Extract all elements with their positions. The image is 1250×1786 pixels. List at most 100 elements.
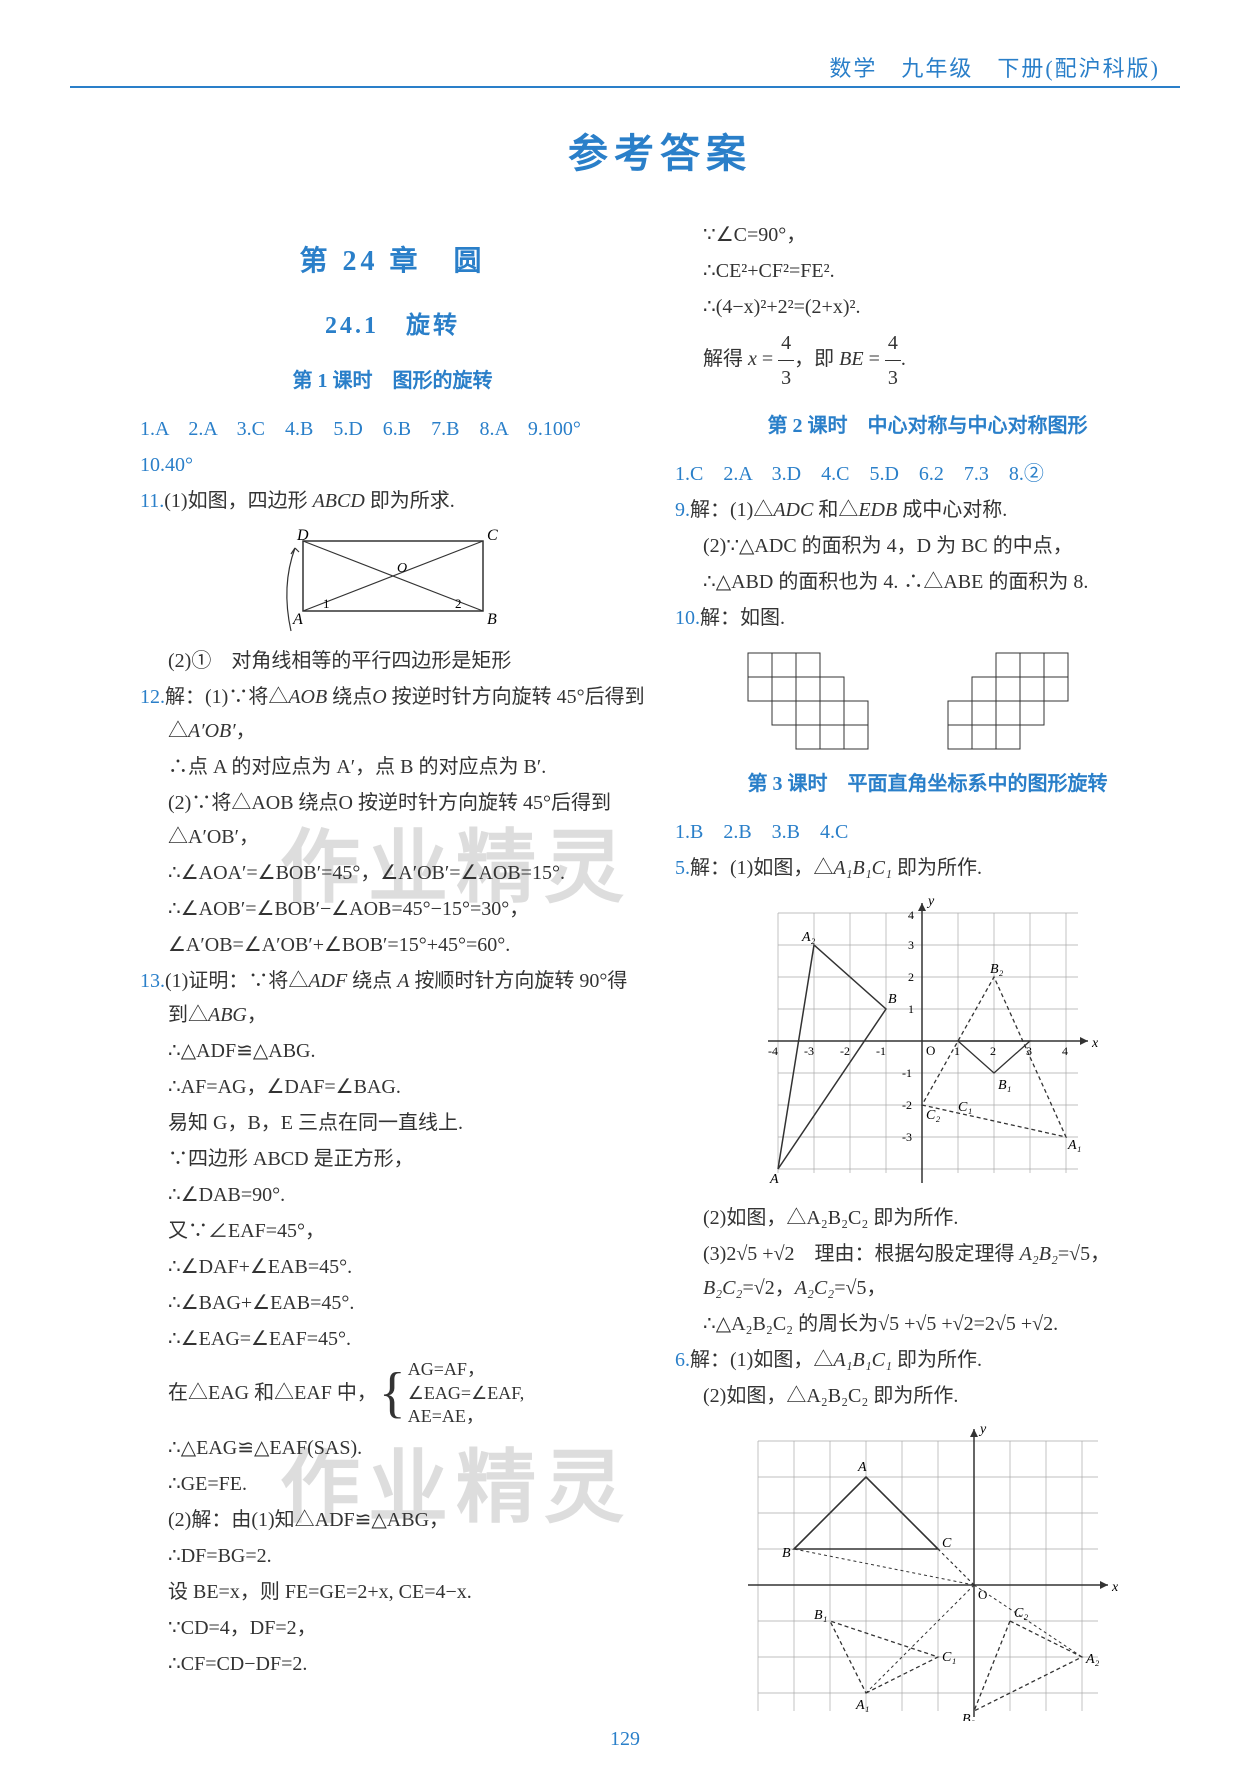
right-column: ∵∠C=90°， ∴CE²+CF²=FE². ∴(4−x)²+2²=(2+x)²…	[675, 218, 1180, 1729]
two-column-layout: 第 24 章 圆 24.1 旋转 第 1 课时 图形的旋转 1.A 2.A 3.…	[140, 218, 1180, 1729]
svg-text:C: C	[487, 527, 498, 544]
svg-text:y: y	[978, 1422, 987, 1437]
svg-text:O: O	[978, 1587, 987, 1602]
q13-12: ∴△EAG≌△EAF(SAS).	[140, 1431, 645, 1465]
q13-6: ∴∠DAB=90°.	[140, 1178, 645, 1212]
svg-text:C: C	[942, 1536, 952, 1551]
svg-text:B₂: B₂	[962, 1712, 976, 1721]
q13-7: 又∵∠EAF=45°，	[140, 1214, 645, 1248]
svg-text:-3: -3	[902, 1130, 912, 1144]
q12-6: ∠A′OB=∠A′OB′+∠BOB′=15°+45°=60°.	[140, 928, 645, 962]
svg-text:O: O	[926, 1043, 935, 1058]
lesson-3-answers: 1.B 2.B 3.B 4.C	[675, 815, 1180, 849]
chapter-title: 第 24 章 圆	[140, 238, 645, 286]
q12-4: ∴∠AOA′=∠BOB′=45°，∠A′OB′=∠AOB=15°.	[140, 856, 645, 890]
q13-3: ∴AF=AG，∠DAF=∠BAG.	[140, 1070, 645, 1104]
q9-2: (2)∵△ADC 的面积为 4，D 为 BC 的中点，	[675, 529, 1180, 563]
lesson-1-answers: 1.A 2.A 3.C 4.B 5.D 6.B 7.B 8.A 9.100°	[140, 412, 645, 446]
svg-text:A₂: A₂	[1085, 1652, 1100, 1667]
brace-line: ∠EAG=∠EAF,	[408, 1382, 524, 1405]
svg-text:D: D	[296, 527, 309, 544]
svg-text:C₂: C₂	[926, 1108, 940, 1123]
q13-15: ∴DF=BG=2.	[140, 1539, 645, 1573]
q6-2: (2)如图，△A₂B₂C₂ 即为所作.	[675, 1379, 1180, 1413]
svg-text:1: 1	[908, 1002, 914, 1016]
q11-1: 11.(1)如图，四边形 ABCD 即为所求.	[140, 484, 645, 518]
svg-text:2: 2	[908, 970, 914, 984]
svg-text:x: x	[1111, 1580, 1118, 1595]
q13-1: 13.(1)证明：∵将△ADF 绕点 A 按顺时针方向旋转 90°得到△ABG，	[140, 964, 645, 1032]
q13-2: ∴△ADF≌△ABG.	[140, 1034, 645, 1068]
q9-1: 9.解：(1)△ADC 和△EDB 成中心对称.	[675, 493, 1180, 527]
figure-coord-grid-1: x y O 1234 -1-2-3-4 1234 -1-2-3 A A₂ B B…	[758, 893, 1098, 1193]
header-divider	[70, 86, 1180, 88]
q13-11: 在△EAG 和△EAF 中， { AG=AF， ∠EAG=∠EAF, AE=AE…	[140, 1358, 645, 1428]
svg-text:B₂: B₂	[990, 962, 1004, 977]
answer-row: 1.A 2.A 3.C 4.B 5.D 6.B 7.B 8.A 9.100°	[140, 418, 581, 440]
r4: 解得 x = 43，即 BE = 43.	[675, 326, 1180, 395]
answer-row: 1.C 2.A 3.D 4.C 5.D 6.2 7.3 8.②	[675, 463, 1044, 485]
q11-2: (2)① 对角线相等的平行四边形是矩形	[140, 644, 645, 678]
r1: ∵∠C=90°，	[675, 218, 1180, 252]
q13-9: ∴∠BAG+∠EAB=45°.	[140, 1286, 645, 1320]
svg-text:C₁: C₁	[942, 1650, 956, 1665]
lesson-1-title: 第 1 课时 图形的旋转	[140, 364, 645, 398]
q13-10: ∴∠EAG=∠EAF=45°.	[140, 1322, 645, 1356]
section-title: 24.1 旋转	[140, 306, 645, 347]
q5-1: 5.解：(1)如图，△A₁B₁C₁ 即为所作.	[675, 851, 1180, 885]
lesson-3-title: 第 3 课时 平面直角坐标系中的图形旋转	[675, 767, 1180, 801]
svg-text:B: B	[782, 1546, 791, 1561]
q5-3: (3)2√5 +√2 理由：根据勾股定理得 A₂B₂=√5，B₂C₂=√2，A₂…	[675, 1237, 1180, 1305]
svg-text:2: 2	[455, 596, 462, 611]
svg-text:y: y	[926, 894, 935, 909]
q13-4: 易知 G，B，E 三点在同一直线上.	[140, 1106, 645, 1140]
svg-text:O: O	[397, 561, 407, 576]
svg-text:x: x	[1091, 1036, 1098, 1051]
main-title: 参考答案	[140, 120, 1180, 188]
brace-icon: {	[379, 1368, 406, 1418]
q13-17: ∵CD=4，DF=2，	[140, 1611, 645, 1645]
svg-text:-2: -2	[840, 1044, 850, 1058]
q13-16: 设 BE=x，则 FE=GE=2+x, CE=4−x.	[140, 1575, 645, 1609]
lesson-2-title: 第 2 课时 中心对称与中心对称图形	[675, 409, 1180, 443]
page-header: 数学 九年级 下册(配沪科版)	[829, 50, 1160, 87]
svg-text:4: 4	[1062, 1044, 1068, 1058]
svg-text:B₁: B₁	[814, 1608, 827, 1623]
q10: 10.解：如图.	[675, 601, 1180, 635]
q13-8: ∴∠DAF+∠EAB=45°.	[140, 1250, 645, 1284]
text: 在△EAG 和△EAF 中，	[168, 1376, 377, 1410]
brace-line: AG=AF，	[408, 1358, 524, 1381]
content-area: 参考答案 第 24 章 圆 24.1 旋转 第 1 课时 图形的旋转 1.A 2…	[140, 120, 1180, 1729]
svg-text:A₂: A₂	[801, 930, 816, 945]
figure-grid-shapes	[718, 643, 1138, 753]
q9-3: ∴△ABD 的面积也为 4. ∴△ABE 的面积为 8.	[675, 565, 1180, 599]
svg-text:A₁: A₁	[855, 1698, 869, 1713]
left-column: 第 24 章 圆 24.1 旋转 第 1 课时 图形的旋转 1.A 2.A 3.…	[140, 218, 645, 1729]
brace-line: AE=AE，	[408, 1405, 524, 1428]
r2: ∴CE²+CF²=FE².	[675, 254, 1180, 288]
svg-text:B₁: B₁	[998, 1078, 1011, 1093]
svg-text:-1: -1	[902, 1066, 912, 1080]
q13-18: ∴CF=CD−DF=2.	[140, 1647, 645, 1681]
svg-text:-4: -4	[768, 1044, 778, 1058]
figure-coord-grid-2: x y O A B C A₁ B₁ C₁ A₂ B₂ C₂	[738, 1421, 1118, 1721]
svg-text:4: 4	[908, 908, 914, 922]
q6-1: 6.解：(1)如图，△A₁B₁C₁ 即为所作.	[675, 1343, 1180, 1377]
svg-text:A: A	[769, 1172, 779, 1187]
q13-14: (2)解：由(1)知△ADF≌△ABG，	[140, 1503, 645, 1537]
svg-text:1: 1	[323, 596, 330, 611]
q12-1: 12.解：(1)∵将△AOB 绕点O 按逆时针方向旋转 45°后得到△A′OB′…	[140, 680, 645, 748]
svg-text:B: B	[487, 611, 497, 628]
q12-5: ∴∠AOB′=∠BOB′−∠AOB=45°−15°=30°，	[140, 892, 645, 926]
svg-text:2: 2	[990, 1044, 996, 1058]
answer-row: 1.B 2.B 3.B 4.C	[675, 821, 848, 843]
q5-4: ∴△A₂B₂C₂ 的周长为√5 +√5 +√2=2√5 +√2.	[675, 1307, 1180, 1341]
q13-5: ∵四边形 ABCD 是正方形，	[140, 1142, 645, 1176]
q12-2: ∴点 A 的对应点为 A′，点 B 的对应点为 B′.	[140, 750, 645, 784]
svg-text:A₁: A₁	[1067, 1138, 1081, 1153]
svg-text:C₁: C₁	[958, 1100, 972, 1115]
svg-text:3: 3	[908, 938, 914, 952]
q13-13: ∴GE=FE.	[140, 1467, 645, 1501]
q12-3: (2)∵将△AOB 绕点O 按逆时针方向旋转 45°后得到△A′OB′，	[140, 786, 645, 854]
svg-text:-3: -3	[804, 1044, 814, 1058]
